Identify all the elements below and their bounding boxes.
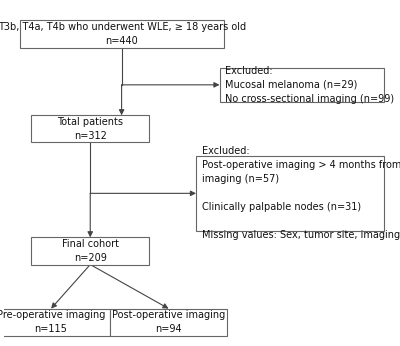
Text: Excluded:
Mucosal melanoma (n=29)
No cross-sectional imaging (n=99): Excluded: Mucosal melanoma (n=29) No cro… <box>226 66 395 104</box>
Text: T3b, T4a, T4b who underwent WLE, ≥ 18 years old
n=440: T3b, T4a, T4b who underwent WLE, ≥ 18 ye… <box>0 22 246 46</box>
FancyBboxPatch shape <box>196 156 384 231</box>
Text: Excluded:
Post-operative imaging > 4 months from WLE operative
imaging (n=57)

C: Excluded: Post-operative imaging > 4 mon… <box>202 146 400 240</box>
Text: Total patients
n=312: Total patients n=312 <box>57 117 123 141</box>
Text: Post-operative imaging
n=94: Post-operative imaging n=94 <box>112 310 225 334</box>
FancyBboxPatch shape <box>32 237 149 265</box>
Text: Final cohort
n=209: Final cohort n=209 <box>62 239 119 263</box>
Text: Pre-operative imaging
n=115: Pre-operative imaging n=115 <box>0 310 105 334</box>
FancyBboxPatch shape <box>110 309 228 336</box>
FancyBboxPatch shape <box>220 68 384 102</box>
FancyBboxPatch shape <box>32 115 149 143</box>
FancyBboxPatch shape <box>20 20 224 47</box>
FancyBboxPatch shape <box>0 309 110 336</box>
